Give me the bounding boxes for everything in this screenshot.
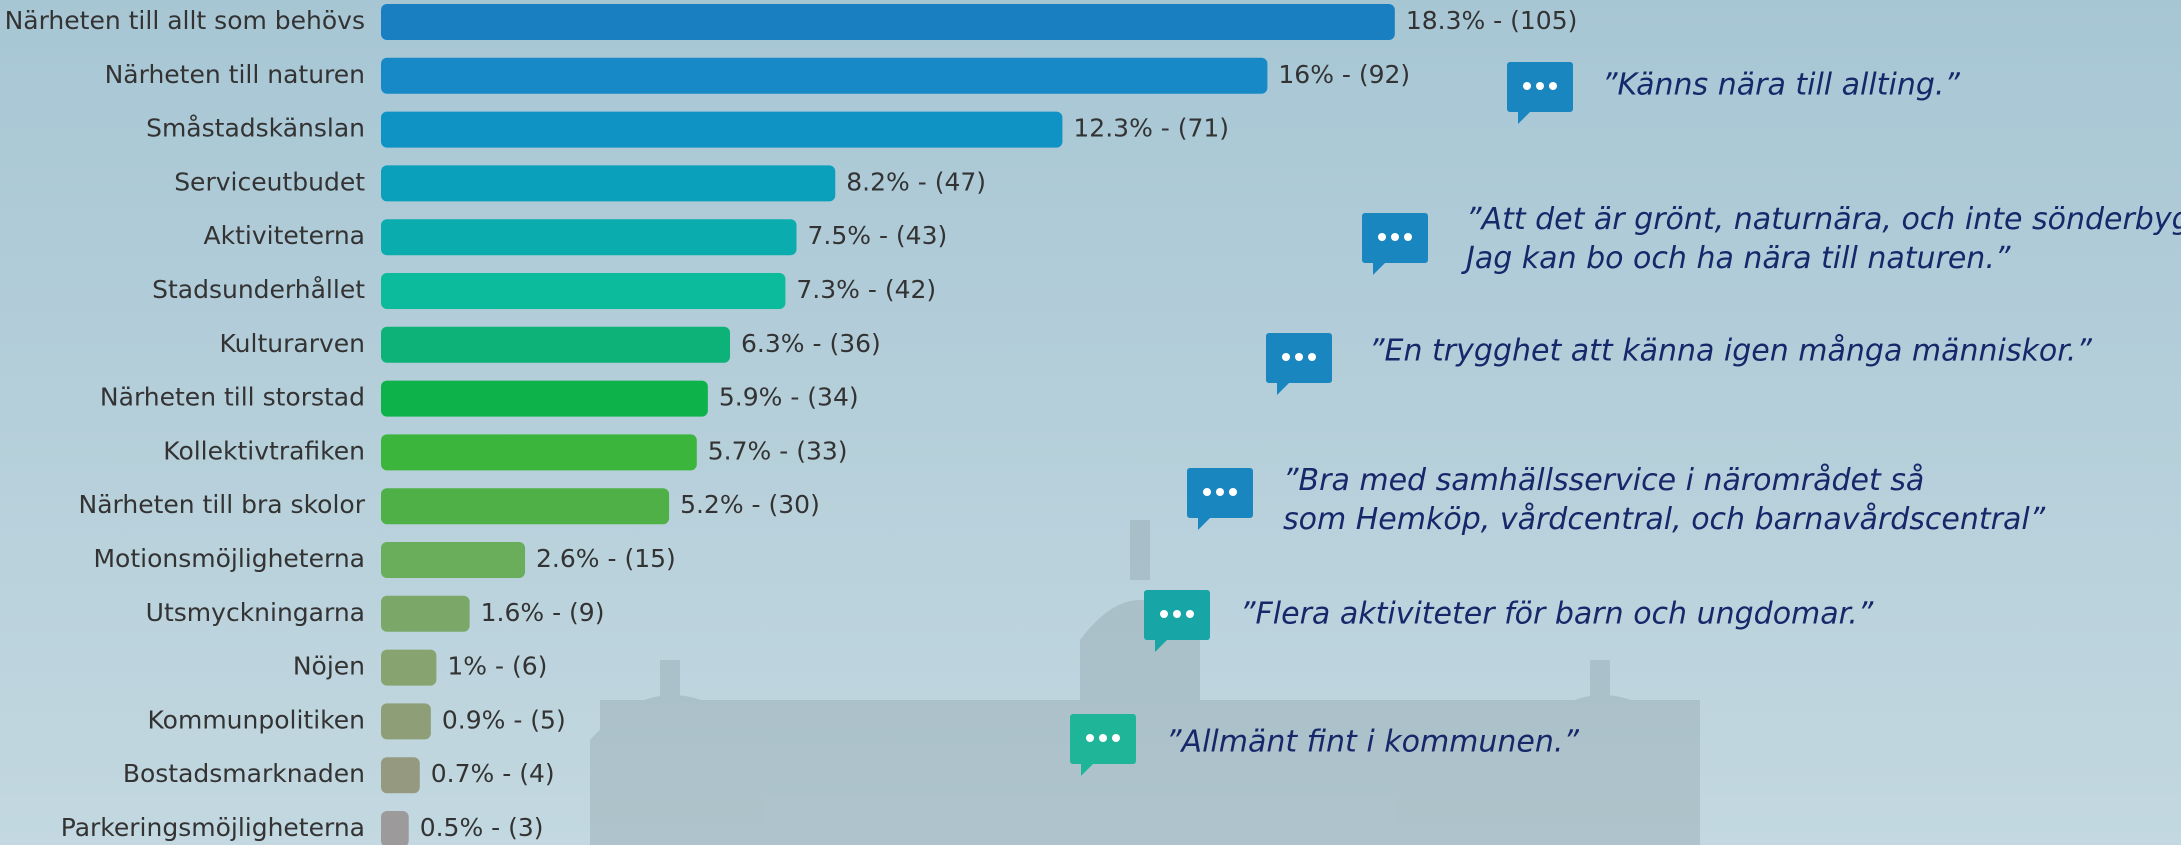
dot (1229, 488, 1237, 496)
category-label: Närheten till bra skolor (79, 490, 366, 519)
page: {"chart_data": {"type": "bar", "orientat… (0, 0, 2181, 845)
category-label: Motionsmöjligheterna (93, 544, 365, 573)
value-label: 5.7% - (33) (708, 436, 848, 465)
category-label: Aktiviteterna (204, 221, 365, 250)
dot (1308, 353, 1316, 361)
dot (1391, 233, 1399, 241)
category-label: Kulturarven (220, 329, 365, 358)
dot (1523, 82, 1531, 90)
quote-text: ”Flera aktiviteter för barn och ungdomar… (1240, 597, 1874, 632)
category-label: Parkeringsmöjligheterna (61, 813, 365, 842)
value-label: 5.2% - (30) (680, 490, 820, 519)
category-label: Nöjen (293, 652, 365, 681)
category-label: Kollektivtrafiken (163, 436, 365, 465)
dot (1112, 734, 1120, 742)
category-label: Bostadsmarknaden (123, 759, 365, 788)
dot (1295, 353, 1303, 361)
dot (1378, 233, 1386, 241)
dot (1099, 734, 1107, 742)
value-label: 7.5% - (43) (808, 221, 948, 250)
quote-text: ”Allmänt fint i kommunen.” (1166, 725, 1579, 760)
value-label: 12.3% - (71) (1073, 114, 1229, 143)
bar (381, 757, 420, 793)
dot (1549, 82, 1557, 90)
value-label: 16% - (92) (1278, 60, 1410, 89)
dot (1203, 488, 1211, 496)
value-label: 5.9% - (34) (719, 383, 859, 412)
chart: Närheten till allt som behövs 18.3% - (10… (0, 0, 2181, 845)
bar (381, 542, 525, 578)
bar (381, 219, 797, 255)
bar (381, 596, 470, 632)
category-label: Utsmyckningarna (146, 598, 365, 627)
bar (381, 811, 409, 845)
quote-text: ”Att det är grönt, naturnära, och inte s… (1466, 202, 2181, 237)
quote-text: ”Känns nära till allting.” (1602, 68, 1960, 103)
quote-text: som Hemköp, vårdcentral, och barnavårdsc… (1283, 502, 2046, 537)
value-label: 7.3% - (42) (796, 275, 936, 304)
category-label: Närheten till storstad (100, 383, 365, 412)
category-label: Småstadskänslan (146, 114, 365, 143)
bar (381, 703, 431, 739)
bar (381, 434, 697, 470)
value-label: 1.6% - (9) (481, 598, 605, 627)
value-label: 8.2% - (47) (846, 167, 986, 196)
category-label: Närheten till allt som behövs (5, 6, 365, 35)
bar (381, 327, 730, 363)
category-label: Närheten till naturen (105, 60, 365, 89)
dot (1173, 610, 1181, 618)
value-label: 0.9% - (5) (442, 705, 566, 734)
value-label: 18.3% - (105) (1406, 6, 1578, 35)
quote-text: ”En trygghet att känna igen många männis… (1369, 334, 2092, 369)
dot (1282, 353, 1290, 361)
category-label: Stadsunderhållet (152, 275, 365, 304)
bar (381, 4, 1395, 40)
value-label: 2.6% - (15) (536, 544, 676, 573)
dot (1404, 233, 1412, 241)
value-label: 1% - (6) (447, 652, 547, 681)
bar (381, 273, 785, 309)
bar (381, 112, 1062, 148)
quote-text: Jag kan bo och ha nära till naturen.” (1461, 241, 2011, 276)
value-label: 6.3% - (36) (741, 329, 881, 358)
dot (1216, 488, 1224, 496)
dot (1160, 610, 1168, 618)
bar (381, 488, 669, 524)
dot (1536, 82, 1544, 90)
value-label: 0.5% - (3) (420, 813, 544, 842)
dot (1086, 734, 1094, 742)
bar (381, 58, 1267, 94)
value-label: 0.7% - (4) (431, 759, 555, 788)
quote-text: ”Bra med samhällsservice i närområdet så (1283, 463, 1924, 498)
bar (381, 650, 436, 686)
dot (1186, 610, 1194, 618)
bar (381, 381, 708, 417)
category-label: Serviceutbudet (174, 167, 365, 196)
bar (381, 165, 835, 201)
category-label: Kommunpolitiken (148, 705, 365, 734)
